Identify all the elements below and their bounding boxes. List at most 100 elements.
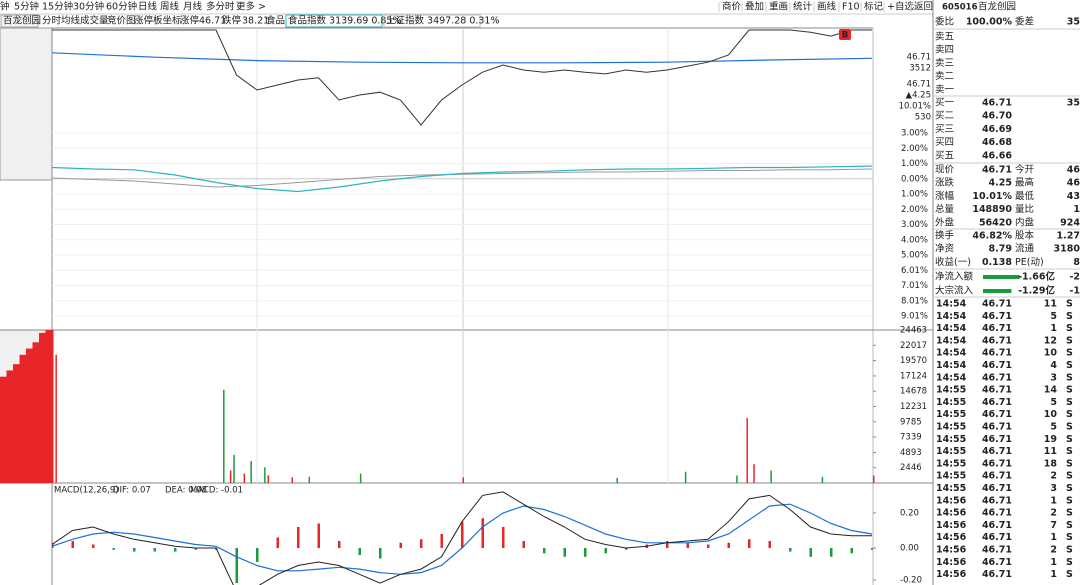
toolbar-button[interactable]: F10 — [842, 2, 860, 13]
macd-bar — [358, 548, 361, 556]
chart-tab[interactable]: 涨停板坐标 — [134, 15, 182, 27]
label: 38.21 — [242, 16, 269, 27]
trade-volume: 2 — [1050, 545, 1057, 556]
stat-label: 换手 — [935, 230, 955, 242]
period-tab[interactable]: 60分钟 — [106, 1, 137, 13]
flow-bar — [983, 289, 1012, 293]
volume-bar — [55, 354, 57, 483]
macd-bar — [71, 541, 74, 549]
volume-tick-label: 19570 — [900, 356, 927, 366]
toolbar-button[interactable]: 统计 — [793, 1, 813, 13]
volume-bar — [873, 475, 875, 483]
label: 46.71 — [199, 16, 226, 27]
period-tab[interactable]: 日线 — [138, 1, 158, 13]
toolbar-button[interactable]: 重画 — [769, 1, 788, 13]
trade-price: 46.71 — [982, 335, 1012, 346]
stat-label: 总量 — [935, 203, 955, 215]
macd-bar — [297, 526, 300, 549]
period-tab[interactable]: 15分钟 — [42, 1, 73, 13]
macd-bar — [748, 539, 751, 549]
label: 跌停 — [222, 15, 242, 27]
chart-tab[interactable]: 均线 — [61, 15, 81, 27]
trade-time: 14:55 — [936, 434, 966, 445]
trade-side: S — [1066, 323, 1073, 334]
chart-tab[interactable]: 成交量 — [80, 15, 109, 27]
stat-label: 外盘 — [935, 216, 955, 228]
trade-side: S — [1066, 422, 1073, 433]
ask-label: 卖三 — [935, 58, 954, 69]
trade-time: 14:54 — [936, 348, 967, 359]
period-tab[interactable]: 30分钟 — [73, 1, 104, 13]
label: 涨停 — [180, 15, 200, 27]
macd-bar — [768, 541, 771, 549]
stat-label: 今开 — [1015, 164, 1035, 176]
macd-bar — [194, 548, 197, 550]
period-tab[interactable]: 更多 > — [236, 1, 266, 13]
trade-volume: 19 — [1044, 434, 1057, 445]
trade-side: S — [1066, 360, 1073, 371]
period-tab[interactable]: 月线 — [183, 1, 203, 13]
macd-tick-label: 0.00 — [900, 544, 919, 554]
trade-volume: 1 — [1050, 557, 1057, 568]
trade-price: 46.71 — [982, 323, 1012, 334]
trade-time: 14:56 — [936, 557, 967, 568]
trade-price: 46.71 — [982, 311, 1012, 322]
label: 35 — [1067, 17, 1080, 28]
trade-time: 14:54 — [936, 372, 967, 383]
macd-bar — [789, 548, 792, 552]
macd-bar — [604, 548, 607, 554]
macd-bar — [871, 548, 873, 550]
pct-label: 2.00% — [901, 144, 928, 154]
auction-panel — [0, 27, 53, 181]
chart-tab[interactable]: 竞价图 — [107, 15, 136, 27]
trade-price: 46.71 — [982, 545, 1012, 556]
stat-value: 3180 — [1054, 244, 1080, 255]
trade-time: 14:56 — [936, 532, 967, 543]
chart-tab[interactable]: 分时 — [42, 15, 62, 27]
trade-volume: 2 — [1050, 508, 1057, 519]
macd-bar — [235, 548, 238, 584]
toolbar-button[interactable]: +自选 — [887, 1, 914, 13]
trade-volume: 11 — [1044, 299, 1057, 310]
flow-label: 净流入额 — [935, 271, 974, 283]
period-tab[interactable]: 多分时 — [206, 1, 235, 13]
trade-side: S — [1066, 508, 1073, 519]
toolbar-button[interactable]: 商价 — [722, 1, 742, 13]
macd-bar — [563, 548, 566, 557]
volume-tick-label: 9785 — [900, 417, 922, 427]
stock-box — [0, 14, 39, 28]
toolbar-button[interactable]: 画线 — [817, 1, 837, 13]
avg-line — [51, 52, 873, 64]
trade-price: 46.71 — [982, 495, 1012, 506]
stat-value: 1 — [1073, 204, 1080, 215]
trade-side: S — [1066, 483, 1073, 494]
bid-price: 46.68 — [982, 137, 1012, 148]
trade-price: 46.71 — [982, 360, 1012, 371]
macd-plot — [52, 491, 873, 585]
toolbar-button[interactable]: 标记 — [864, 1, 884, 13]
trade-price: 46.71 — [982, 532, 1012, 543]
stat-label: PE(动) — [1015, 257, 1044, 268]
macd-bar — [379, 548, 382, 559]
macd-bar — [727, 542, 730, 549]
label: 100.00% — [966, 17, 1013, 28]
period-tab[interactable]: 5分钟 — [14, 1, 39, 13]
stat-value: 10.01% — [972, 191, 1012, 202]
macd-bar — [338, 541, 341, 549]
label: DIF: 0.07 — [113, 486, 151, 496]
volume-bar — [243, 473, 246, 483]
volume-bar — [821, 476, 824, 483]
trade-side: S — [1066, 520, 1073, 531]
trade-price: 46.71 — [982, 557, 1012, 568]
toolbar-button[interactable]: 返回 — [914, 1, 933, 13]
macd-bar — [317, 523, 320, 549]
trade-side: S — [1066, 409, 1073, 420]
period-tab[interactable]: 周线 — [160, 1, 180, 13]
trade-volume: 7 — [1050, 520, 1057, 531]
trade-time: 14:54 — [936, 323, 967, 334]
toolbar-button[interactable]: 叠加 — [745, 2, 764, 13]
macd-bar — [707, 544, 710, 549]
period-tab[interactable]: 钟 — [0, 1, 10, 13]
volume-bar — [462, 477, 464, 483]
